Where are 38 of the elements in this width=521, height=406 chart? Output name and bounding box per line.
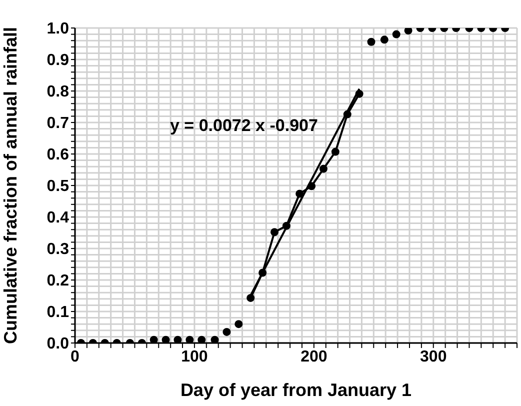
point	[308, 182, 316, 190]
point	[174, 336, 182, 343]
point	[210, 336, 219, 343]
y-tick-label: 0.6	[46, 146, 70, 164]
point	[198, 336, 206, 343]
point	[162, 336, 170, 343]
y-tick-label: 0.5	[46, 178, 70, 196]
y-tick-label: 0.8	[46, 84, 70, 101]
y-tick-label: 0.0	[46, 336, 70, 353]
point	[343, 110, 352, 118]
x-tick-label: 200	[300, 348, 328, 366]
x-axis-title: Day of year from January 1	[180, 380, 412, 400]
x-tick-label: 100	[181, 348, 208, 366]
x-tick-label: 300	[420, 348, 447, 366]
y-tick-label: 0.1	[46, 304, 70, 322]
point	[186, 336, 194, 343]
y-axis-title: Cumulative fraction of annual rainfall	[0, 26, 20, 344]
y-tick-label: 0.7	[46, 115, 70, 132]
point	[222, 328, 231, 336]
x-tick-label: 0	[70, 348, 80, 366]
point	[404, 28, 412, 35]
point	[270, 228, 278, 236]
point	[234, 320, 243, 328]
point	[296, 190, 304, 198]
point	[355, 90, 364, 98]
point	[380, 36, 388, 44]
point	[258, 268, 267, 277]
y-tick-label: 0.4	[46, 210, 70, 227]
point	[246, 294, 255, 302]
point	[319, 164, 328, 173]
y-tick-label: 0.3	[46, 241, 70, 258]
annotation: y = 0.0072 x -0.907	[170, 116, 318, 136]
point	[150, 336, 158, 343]
y-tick-label: 1.0	[46, 20, 70, 38]
point	[331, 148, 340, 156]
y-tick-label: 0.9	[46, 52, 70, 70]
point	[282, 222, 290, 230]
y-tick-label: 0.2	[46, 272, 70, 290]
